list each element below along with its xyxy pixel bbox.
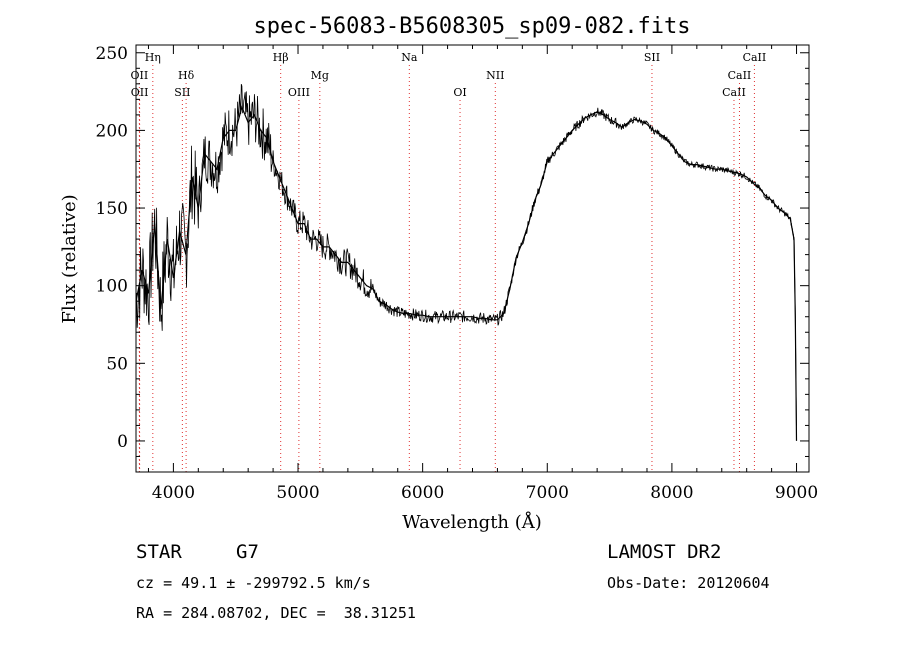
chart-title: spec-56083-B5608305_sp09-082.fits — [253, 14, 690, 39]
spectral-line-label-6: OIII — [288, 86, 310, 99]
x-tick-label-0: 4000 — [152, 483, 195, 503]
x-axis-label: Wavelength (Å) — [402, 511, 542, 533]
x-tick-label-3: 7000 — [526, 483, 569, 503]
spectral-line-label-12: CaII — [722, 86, 746, 99]
y-tick-label-2: 100 — [96, 277, 128, 297]
y-axis-label: Flux (relative) — [59, 194, 80, 323]
y-tick-label-5: 250 — [96, 44, 128, 64]
series-layer — [135, 83, 798, 441]
x-tick-label-1: 5000 — [276, 483, 319, 503]
spectral-line-label-5: Hβ — [273, 51, 289, 64]
survey-name: LAMOST DR2 — [607, 541, 722, 563]
obs-date: Obs-Date: 20120604 — [607, 574, 770, 592]
coordinates-text: RA = 284.08702, DEC = 38.31251 — [136, 604, 416, 622]
spectral-line-label-13: CaII — [728, 69, 752, 82]
spectral-line-label-9: OI — [453, 86, 466, 99]
x-tick-label-5: 9000 — [775, 483, 818, 503]
series-line-0 — [135, 105, 798, 441]
spectral-line-label-8: Na — [401, 51, 418, 64]
object-subclass: G7 — [236, 541, 259, 563]
object-class: STAR — [136, 541, 182, 563]
y-tick-label-4: 200 — [96, 121, 128, 141]
plot-frame — [135, 44, 810, 473]
spectral-line-label-14: CaII — [743, 51, 767, 64]
spectral-line-label-11: SII — [644, 51, 660, 64]
x-tick-label-2: 6000 — [401, 483, 444, 503]
x-tick-label-4: 8000 — [650, 483, 693, 503]
axis-ticks: 4000 5000 6000 7000 8000 9000 0 50 100 150 200 250 — [96, 44, 819, 503]
series-noise-0 — [135, 83, 797, 426]
y-tick-label-1: 50 — [106, 354, 128, 374]
spectral-line-label-3: Hδ — [178, 69, 195, 82]
redshift-text: cz = 49.1 ± -299792.5 km/s — [136, 574, 371, 592]
spectral-line-label-1: OII — [131, 69, 149, 82]
y-tick-label-3: 150 — [96, 199, 128, 219]
spectral-line-label-0: Hη — [145, 51, 161, 64]
spectral-line-label-10: NII — [486, 69, 504, 82]
spectral-line-label-2: OII — [131, 86, 149, 99]
y-tick-label-0: 0 — [117, 432, 128, 452]
spectral-line-label-7: Mg — [311, 69, 329, 82]
spectral-line-label-4: SII — [174, 86, 190, 99]
